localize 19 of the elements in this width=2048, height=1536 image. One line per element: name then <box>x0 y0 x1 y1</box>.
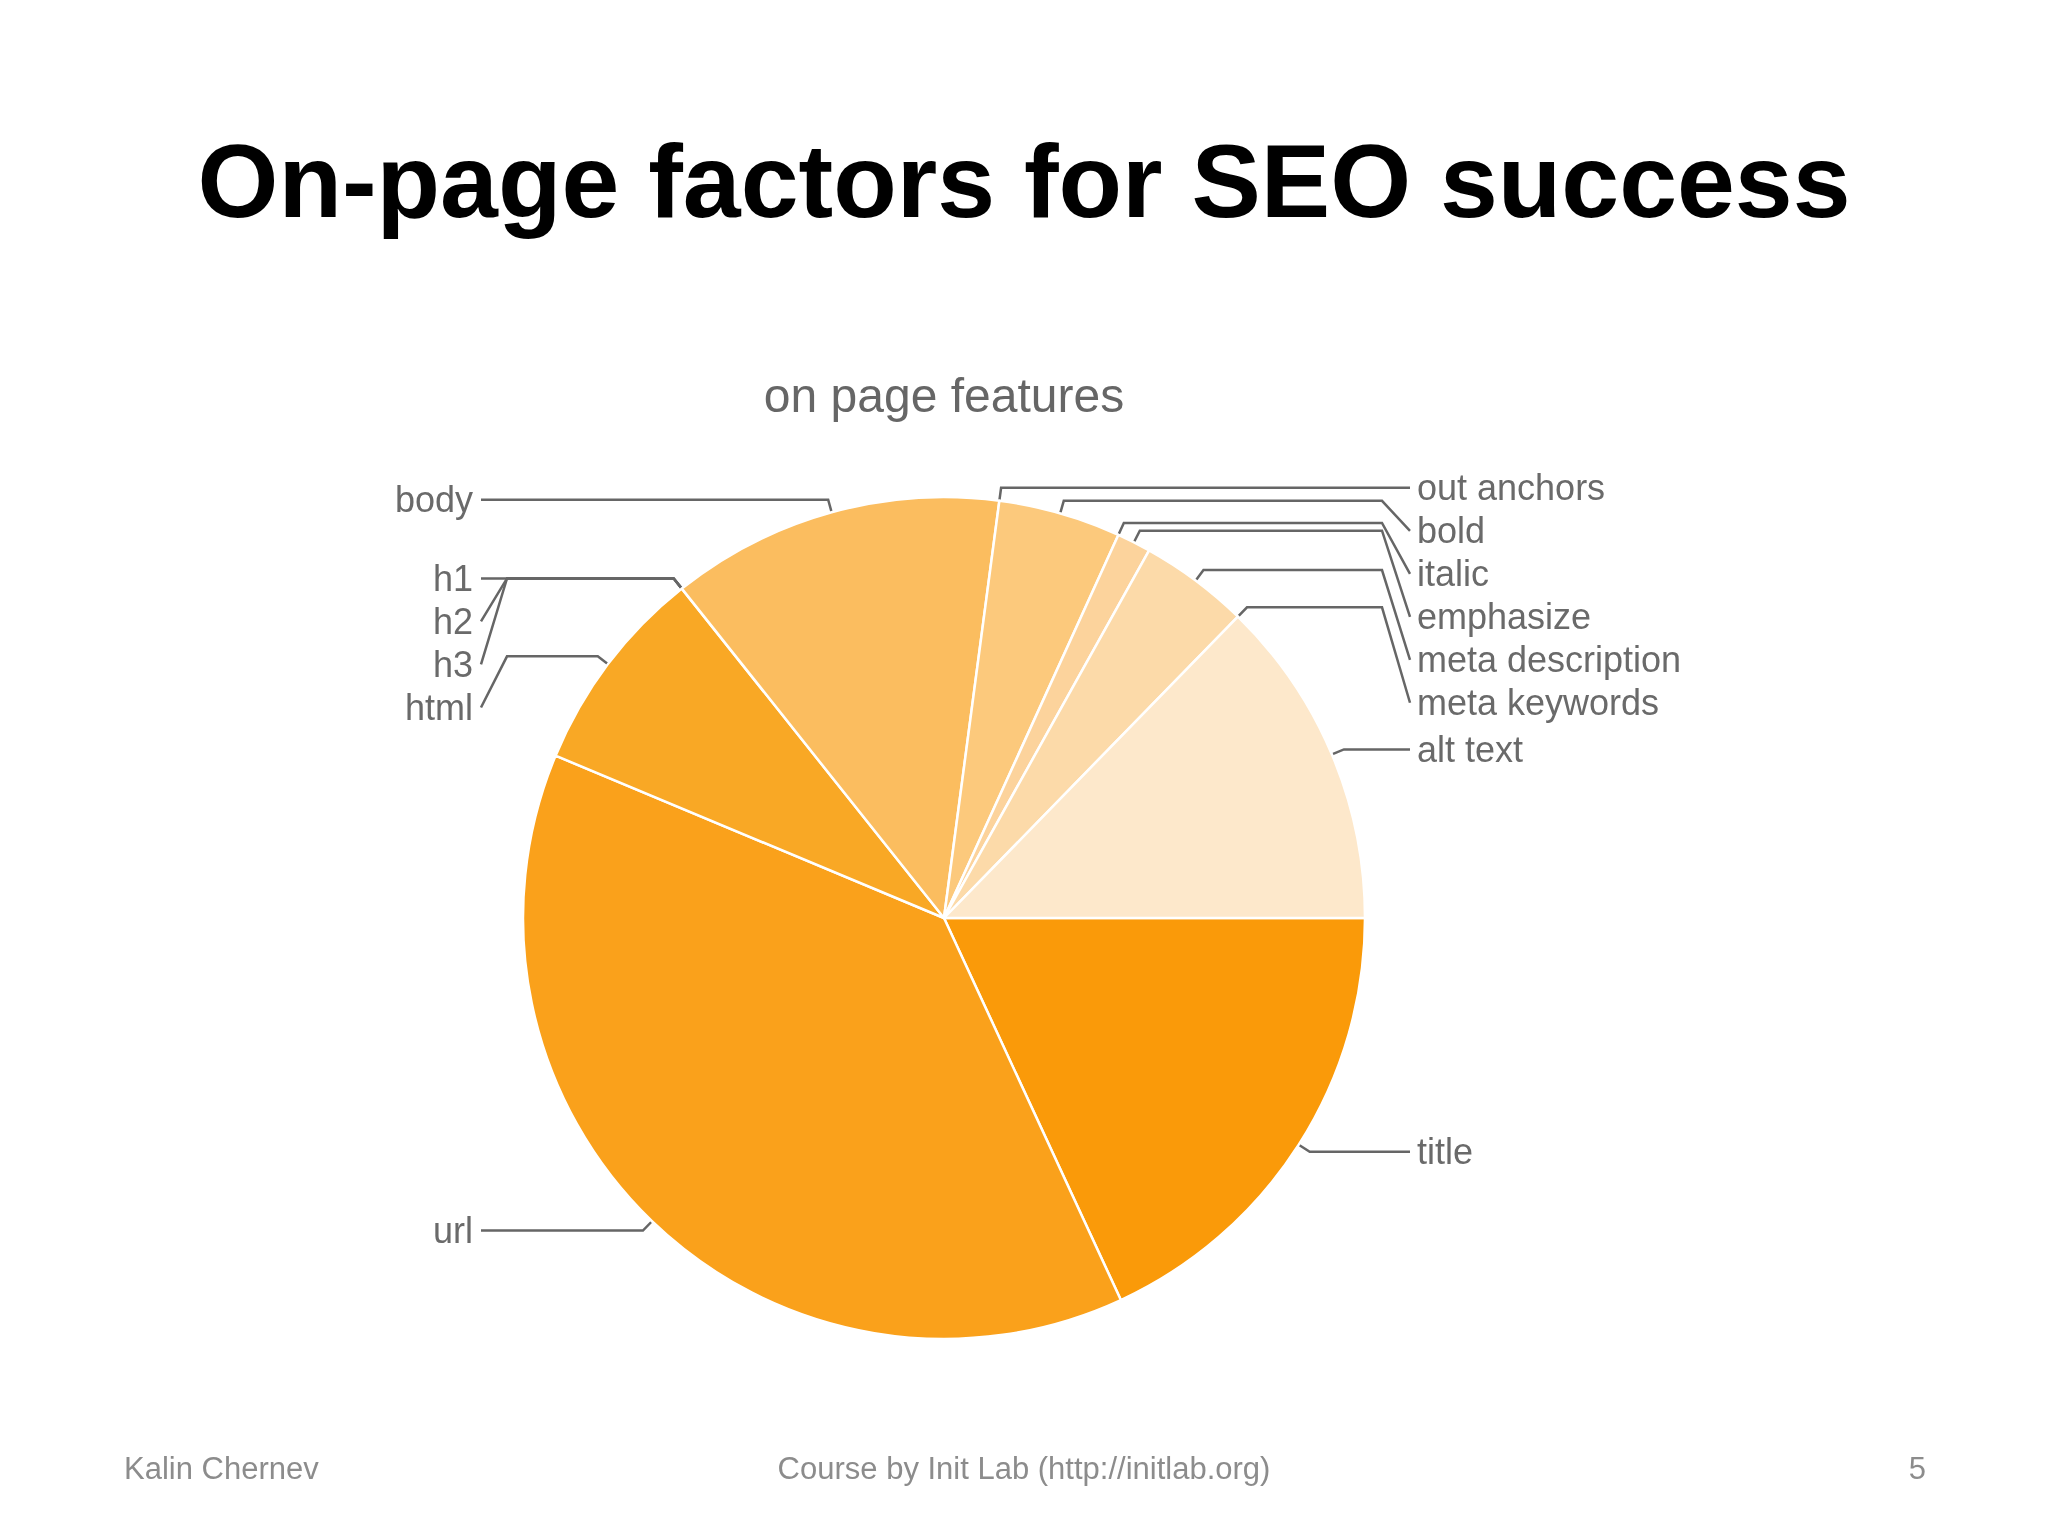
slice-label: bold <box>1417 510 1486 552</box>
category-label: out anchors <box>1417 467 1606 509</box>
category-label: h3 <box>432 643 473 685</box>
slice-label: url <box>432 1210 473 1252</box>
slice-label: body <box>394 479 473 521</box>
category-label: meta keywords <box>1417 682 1660 724</box>
text: Kalin Chernev <box>124 1450 320 1486</box>
text: 5 <box>1908 1450 1926 1486</box>
text: Course by Init Lab (http://initlab.org) <box>777 1450 1271 1486</box>
chart-title: On-page factors for SEO success <box>197 123 1851 239</box>
chart-subtitle: on page features <box>763 368 1125 422</box>
slice-label: meta description <box>1417 639 1682 681</box>
slice-label: html <box>404 686 473 728</box>
category-label: h1 <box>432 557 473 599</box>
slice-label: alt text <box>1417 728 1524 770</box>
category-label: h2 <box>432 600 473 642</box>
slice-label: emphasize <box>1417 596 1592 638</box>
category-label: italic <box>1417 553 1490 595</box>
slice-label: title <box>1417 1131 1474 1173</box>
